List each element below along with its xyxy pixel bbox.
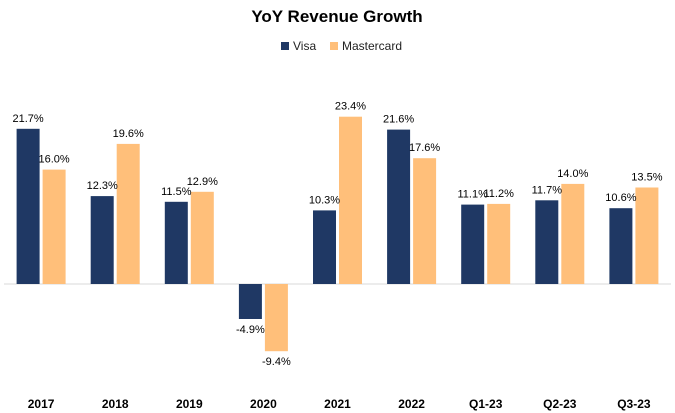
x-tick-label-q2-23: Q2-23	[543, 397, 577, 411]
bar-mastercard-2020	[264, 284, 288, 352]
bar-visa-2017	[16, 128, 40, 284]
x-tick-label-2019: 2019	[176, 397, 203, 411]
legend-label-visa: Visa	[293, 39, 316, 53]
data-label-mastercard-2017: 16.0%	[38, 154, 69, 166]
data-label-mastercard-2022: 17.6%	[409, 142, 440, 154]
bar-visa-2021	[313, 210, 336, 284]
bar-mastercard-2022	[413, 158, 437, 284]
data-label-mastercard-2019: 12.9%	[187, 176, 218, 188]
data-label-mastercard-q2-23: 14.0%	[557, 168, 588, 180]
bar-visa-q1-23	[461, 204, 485, 284]
bars	[16, 116, 659, 352]
chart-title: YoY Revenue Growth	[251, 7, 422, 26]
data-label-visa-2022: 21.6%	[383, 114, 414, 126]
data-label-mastercard-q1-23: 11.2%	[484, 188, 515, 200]
x-tick-label-q1-23: Q1-23	[469, 397, 503, 411]
data-label-visa-q3-23: 10.6%	[605, 192, 636, 204]
x-tick-label-2017: 2017	[28, 397, 55, 411]
data-label-visa-2021: 10.3%	[309, 194, 340, 206]
bar-mastercard-2021	[339, 116, 362, 284]
x-tick-label-q3-23: Q3-23	[617, 397, 651, 411]
data-label-visa-q2-23: 11.7%	[532, 184, 563, 196]
bar-visa-2020	[238, 284, 262, 319]
bar-visa-2018	[90, 196, 114, 284]
bar-mastercard-q3-23	[635, 187, 659, 284]
x-tick-label-2022: 2022	[398, 397, 425, 411]
data-label-visa-2020: -4.9%	[236, 324, 265, 336]
bar-mastercard-q2-23	[561, 183, 585, 284]
bar-visa-2019	[164, 201, 188, 284]
legend-swatch-mastercard	[330, 42, 338, 50]
bar-visa-2022	[387, 129, 411, 284]
data-label-visa-q1-23: 11.1%	[458, 189, 489, 201]
data-labels: 21.7% 16.0% 12.3% 19.6% 11.5%12.9% -4.9% -9.4%…	[12, 101, 662, 369]
data-label-mastercard-q3-23: 13.5%	[631, 172, 662, 184]
bar-visa-q3-23	[609, 208, 633, 284]
data-label-visa-2017: 21.7%	[12, 113, 43, 125]
legend-label-mastercard: Mastercard	[342, 39, 402, 53]
data-label-visa-2018: 12.3%	[87, 180, 118, 192]
x-tick-label-2020: 2020	[250, 397, 277, 411]
data-label-mastercard-2020: -9.4%	[262, 356, 291, 368]
bar-mastercard-2019	[190, 191, 214, 284]
bar-mastercard-q1-23	[487, 203, 511, 284]
bar-mastercard-2017	[42, 169, 66, 284]
bar-mastercard-2018	[116, 143, 140, 284]
data-label-visa-2019: 11.5%	[161, 186, 192, 198]
x-axis-ticks: 2017 2018 2019 2020 2021 2022 Q1-23 Q2-23 Q3-23	[28, 397, 651, 411]
legend-swatch-visa	[281, 42, 289, 50]
data-label-mastercard-2021: 23.4%	[335, 101, 366, 113]
data-label-mastercard-2018: 19.6%	[113, 128, 144, 140]
x-tick-label-2018: 2018	[102, 397, 129, 411]
bar-visa-q2-23	[535, 200, 559, 284]
x-tick-label-2021: 2021	[324, 397, 351, 411]
legend: Visa Mastercard	[281, 39, 402, 53]
